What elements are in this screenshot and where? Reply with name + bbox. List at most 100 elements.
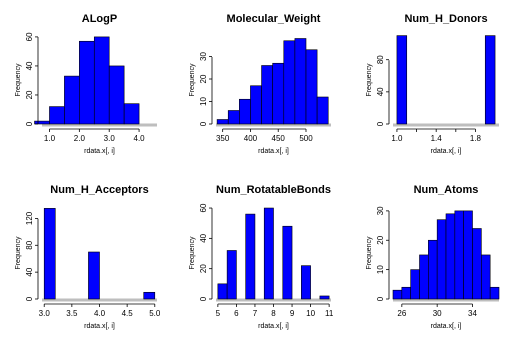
x-axis-label: rdata.x[, i]: [431, 148, 462, 155]
hist-bar: [428, 239, 438, 300]
hist-bar: [319, 295, 330, 300]
hist-bar: [282, 225, 293, 300]
hist-bar: [43, 208, 56, 300]
y-tick-label: 30: [199, 52, 208, 61]
y-tick-label: 0: [376, 121, 385, 126]
y-axis-label: Frequency: [366, 63, 373, 97]
hist-bar: [294, 38, 307, 125]
hist-bar: [245, 213, 256, 300]
x-tick-label: 9: [290, 309, 295, 318]
hist-bar: [445, 213, 456, 300]
y-axis-label: Frequency: [189, 236, 196, 270]
y-tick-label: 80: [25, 240, 34, 249]
histogram-panel-4: Num_H_Acceptors 3.0 3.5 4.0 4.5 5.0 rdata.x[, …: [15, 184, 161, 330]
chart-title: Num_RotatableBonds: [216, 184, 331, 196]
x-tick-label: 5: [216, 309, 221, 318]
y-tick-label: 40: [25, 61, 34, 70]
y-tick-label: 80: [376, 55, 385, 64]
x-tick-label: 1.4: [431, 134, 443, 143]
hist-bar: [401, 286, 411, 300]
hist-bar: [410, 269, 420, 300]
y-axis-label: Frequency: [15, 63, 22, 97]
x-axis-label: rdata.x[, i]: [84, 323, 115, 330]
hist-bar: [250, 85, 262, 125]
hist-bar: [226, 250, 237, 300]
y-tick-label: 20: [199, 264, 208, 273]
hist-bar: [419, 254, 429, 300]
x-tick-label: 3.5: [66, 309, 78, 318]
y-tick-label: 60: [199, 203, 208, 212]
hist-bar: [108, 65, 125, 125]
hist-bar: [79, 40, 95, 125]
x-tick-label: 7: [253, 309, 258, 318]
hist-bar: [227, 110, 240, 125]
y-tick-label: 30: [376, 206, 385, 215]
hist-bar: [123, 103, 140, 125]
y-tick-label: 0: [25, 296, 34, 301]
hist-bar: [301, 265, 311, 300]
chart-title: Num_H_Acceptors: [50, 184, 148, 196]
hist-bar: [239, 98, 251, 125]
x-axis-label: rdata.x[, i]: [258, 148, 289, 155]
hist-bar: [481, 254, 491, 300]
x-tick-label: 500: [299, 134, 313, 143]
x-tick-label: 4.0: [94, 309, 106, 318]
hist-bar: [263, 207, 274, 300]
x-tick-label: 450: [272, 134, 286, 143]
x-tick-label: 11: [325, 309, 334, 318]
chart-title: Num_Atoms: [414, 184, 479, 196]
x-tick-label: 3.0: [39, 309, 51, 318]
hist-bar: [261, 65, 273, 125]
hist-bar: [49, 106, 65, 125]
histogram-panel-2: Molecular_Weight 350 400 450 500 rdata.x[, i]…: [189, 13, 331, 155]
hist-bar: [305, 49, 318, 125]
hist-bar: [396, 35, 408, 125]
hist-bar: [472, 228, 482, 300]
chart-title: Num_H_Donors: [404, 13, 487, 25]
x-tick-label: 30: [433, 309, 442, 318]
x-tick-label: 6: [234, 309, 239, 318]
hist-bar: [216, 119, 229, 125]
y-tick-label: 10: [376, 265, 385, 274]
x-tick-label: 400: [244, 134, 258, 143]
y-axis-label: Frequency: [189, 63, 196, 97]
hist-bar: [463, 210, 473, 300]
x-tick-label: 8: [271, 309, 276, 318]
hist-bar: [34, 120, 50, 125]
y-tick-label: 120: [25, 211, 34, 225]
chart-title: ALogP: [82, 13, 117, 25]
x-axis-label: rdata.x[, i]: [258, 323, 289, 330]
hist-bar: [88, 251, 100, 300]
y-tick-label: 0: [199, 121, 208, 126]
histogram-panel-5: Num_RotatableBonds 5 6 7 8 9 10 11 rdata.x[, i] 0…: [189, 184, 334, 330]
chart-title: Molecular_Weight: [227, 13, 321, 25]
y-tick-label: 0: [199, 296, 208, 301]
y-tick-label: 40: [199, 233, 208, 242]
hist-bar: [64, 75, 80, 125]
y-tick-label: 40: [376, 87, 385, 96]
x-tick-label: 5.0: [149, 309, 161, 318]
x-tick-label: 34: [468, 309, 477, 318]
hist-bar: [272, 62, 285, 125]
y-tick-label: 20: [199, 74, 208, 83]
histogram-panel-1: ALogP 1.0 2.0 3.0 4.0 rdata.x[, i] 0 20 40 60 Freq…: [15, 13, 157, 155]
hist-bar: [143, 291, 156, 300]
y-tick-label: 20: [376, 235, 385, 244]
x-tick-label: 2.0: [74, 134, 86, 143]
y-tick-label: 0: [25, 121, 34, 126]
y-tick-label: 10: [199, 97, 208, 106]
x-tick-label: 4.0: [134, 134, 146, 143]
x-tick-label: 4.5: [122, 309, 134, 318]
x-tick-label: 350: [216, 134, 230, 143]
y-axis-label: Frequency: [15, 236, 22, 270]
x-tick-label: 1.0: [391, 134, 403, 143]
x-tick-label: 10: [306, 309, 315, 318]
hist-bar: [484, 35, 496, 125]
y-tick-label: 40: [25, 267, 34, 276]
y-tick-label: 0: [376, 296, 385, 301]
x-tick-label: 3.0: [104, 134, 116, 143]
histogram-panel-3: Num_H_Donors 1.0 1.4 1.8 rdata.x[, i] 0 40 80Fr…: [366, 13, 499, 155]
x-tick-label: 1.8: [470, 134, 482, 143]
hist-bar: [93, 36, 110, 125]
